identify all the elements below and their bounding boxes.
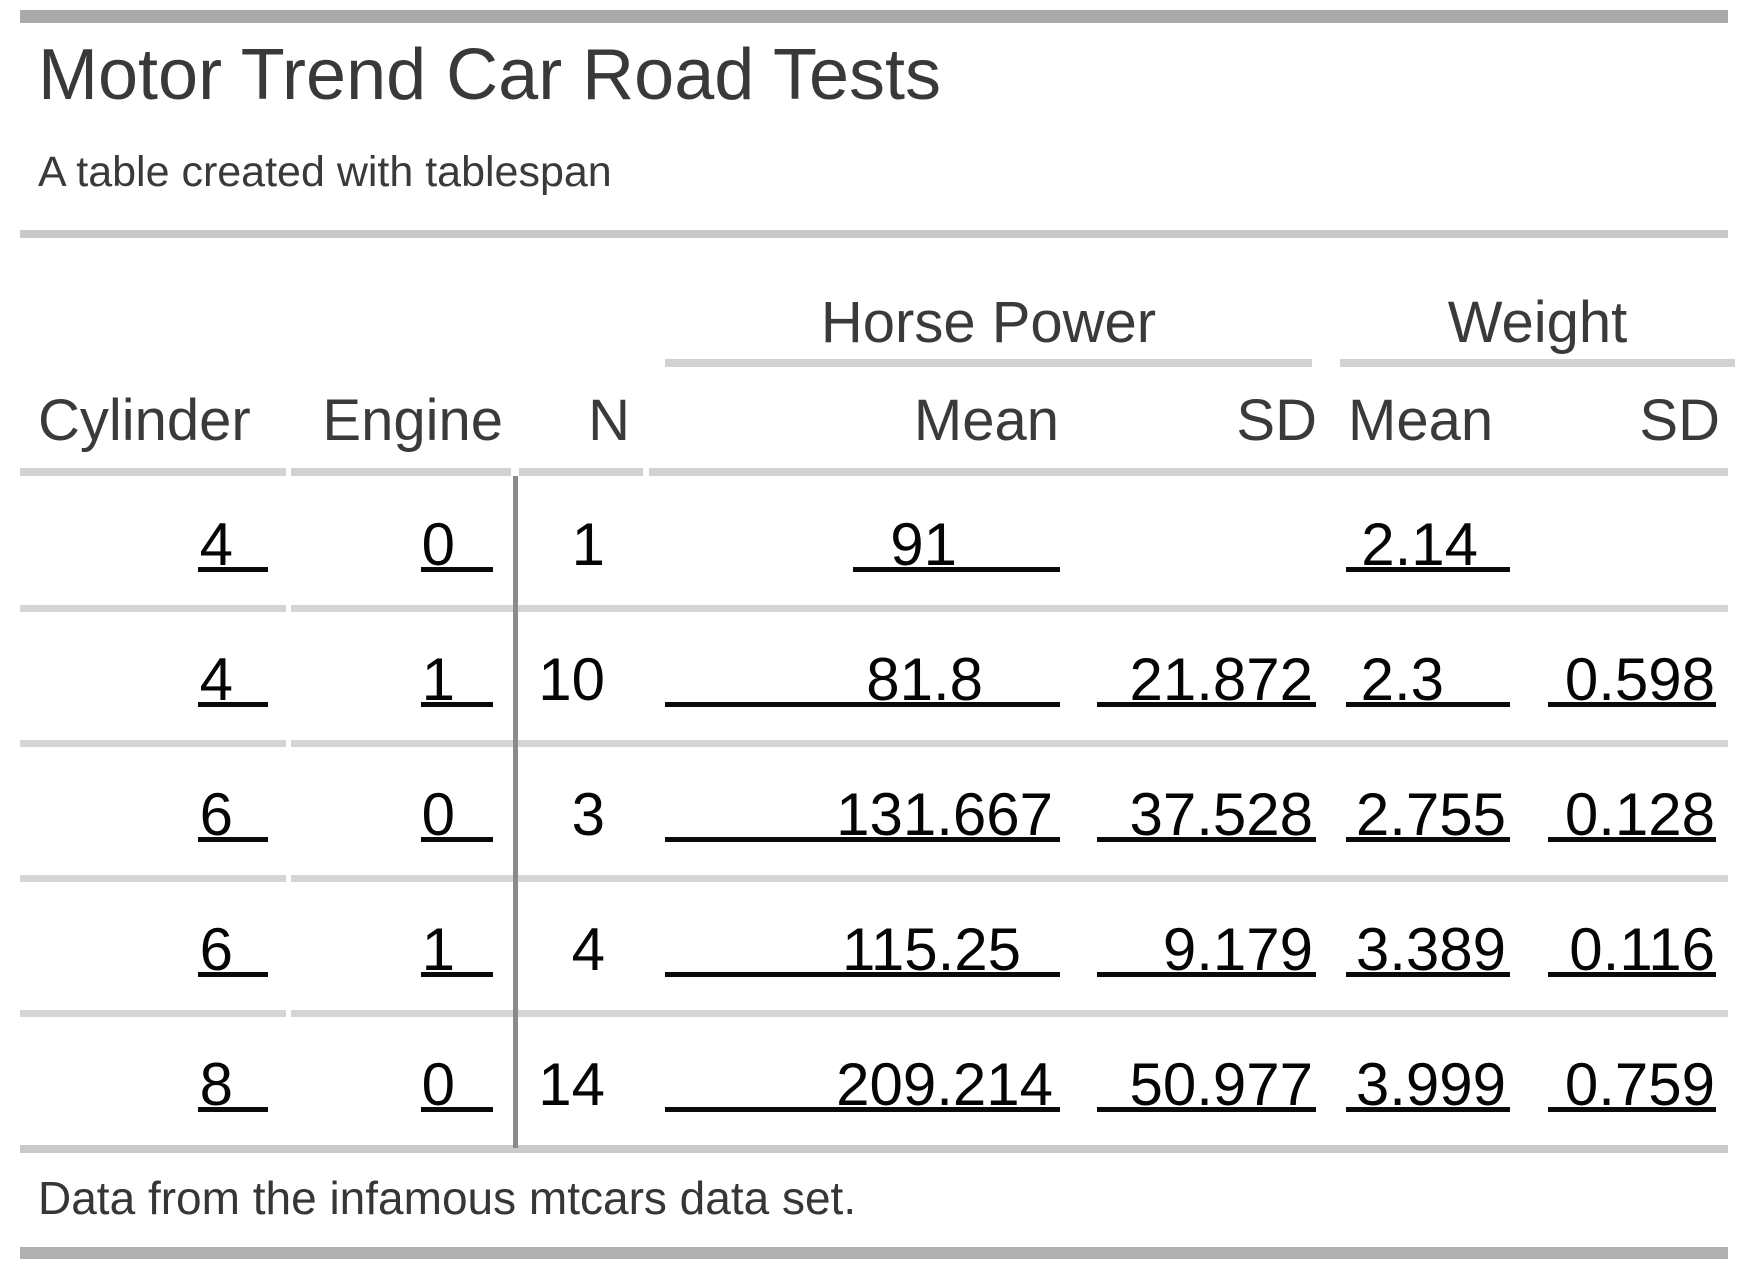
cell-underline <box>1346 1107 1510 1112</box>
cell-engine: 0 <box>421 511 455 578</box>
table-footnote: Data from the infamous mtcars data set. <box>38 1172 857 1224</box>
header-rule <box>519 468 643 476</box>
cell-underline <box>198 1107 268 1112</box>
cell-underline <box>421 702 493 707</box>
cell-engine: 1 <box>421 646 455 713</box>
page-subtitle: A table created with tablespan <box>38 148 612 196</box>
cell-underline <box>1097 972 1316 977</box>
cell-underline <box>665 837 1060 842</box>
cell-underline <box>1548 972 1716 977</box>
col-header-n: N <box>588 388 630 453</box>
cell-wt-mean: 2.3 <box>1360 646 1444 713</box>
cell-hp-mean: 81.8 <box>866 646 983 713</box>
cell-underline <box>1097 837 1316 842</box>
cell-hp-mean: 131.667 <box>836 781 1053 848</box>
cell-underline <box>1548 702 1716 707</box>
cell-underline <box>1548 837 1716 842</box>
header-rule <box>291 468 511 476</box>
col-header-wt-mean: Mean <box>1348 388 1494 453</box>
col-header-engine: Engine <box>322 388 503 453</box>
cell-underline <box>198 972 268 977</box>
cell-cylinder: 4 <box>199 511 233 578</box>
cell-hp-mean: 209.214 <box>836 1051 1053 1118</box>
cell-underline <box>198 702 268 707</box>
cell-n: 4 <box>571 916 605 983</box>
row-divider <box>20 605 286 612</box>
cell-cylinder: 8 <box>199 1051 233 1118</box>
row-divider <box>291 1010 1728 1017</box>
cell-underline <box>1346 837 1510 842</box>
header-rule <box>20 468 286 476</box>
cell-hp-sd: 9.179 <box>1162 916 1313 983</box>
cell-engine: 1 <box>421 916 455 983</box>
cell-hp-sd: 50.977 <box>1129 1051 1313 1118</box>
cell-n: 1 <box>571 511 605 578</box>
bottom-border-bar <box>20 1247 1728 1259</box>
cell-engine: 0 <box>421 781 455 848</box>
cell-wt-sd: 0.598 <box>1564 646 1715 713</box>
cell-underline <box>421 837 493 842</box>
col-header-cylinder: Cylinder <box>38 388 251 453</box>
cell-wt-mean: 2.755 <box>1355 781 1506 848</box>
cell-hp-sd: 37.528 <box>1129 781 1313 848</box>
cell-underline <box>1097 1107 1316 1112</box>
cell-underline <box>421 567 493 572</box>
cell-underline <box>198 837 268 842</box>
cell-wt-mean: 3.389 <box>1355 916 1506 983</box>
title-divider <box>20 230 1728 238</box>
cell-wt-mean: 3.999 <box>1355 1051 1506 1118</box>
cell-wt-sd: 0.759 <box>1564 1051 1715 1118</box>
cell-underline <box>1346 972 1510 977</box>
spanner-horse-power: Horse Power <box>820 290 1157 355</box>
cell-hp-mean: 91 <box>890 511 957 578</box>
row-divider <box>20 740 286 747</box>
body-bottom-rule <box>20 1145 1728 1153</box>
cell-underline <box>198 567 268 572</box>
cell-underline <box>853 567 1060 572</box>
cell-underline <box>421 1107 493 1112</box>
spanner-underline-horse-power <box>665 359 1312 367</box>
cell-wt-sd: 0.116 <box>1569 916 1715 983</box>
row-divider <box>291 740 1728 747</box>
cell-underline <box>1548 1107 1716 1112</box>
cell-underline <box>665 702 1060 707</box>
col-header-hp-sd: SD <box>1236 388 1317 453</box>
cell-underline <box>665 1107 1060 1112</box>
spanner-weight: Weight <box>1447 290 1628 355</box>
cell-cylinder: 6 <box>199 916 233 983</box>
cell-underline <box>1097 702 1316 707</box>
column-separator-line <box>513 476 518 1148</box>
cell-n: 10 <box>538 646 605 713</box>
cell-hp-mean: 115.25 <box>841 916 1021 983</box>
row-divider <box>291 875 1728 882</box>
header-rule <box>649 468 1728 476</box>
cell-underline <box>421 972 493 977</box>
row-divider <box>20 875 286 882</box>
cell-wt-mean: 2.14 <box>1361 511 1478 578</box>
cell-hp-sd: 21.872 <box>1129 646 1313 713</box>
spanner-underline-weight <box>1340 359 1735 367</box>
cell-n: 3 <box>571 781 605 848</box>
cell-underline <box>665 972 1060 977</box>
col-header-wt-sd: SD <box>1639 388 1720 453</box>
col-header-hp-mean: Mean <box>913 388 1059 453</box>
row-divider <box>291 605 1728 612</box>
cell-cylinder: 6 <box>199 781 233 848</box>
cell-engine: 0 <box>421 1051 455 1118</box>
cell-underline <box>1346 567 1510 572</box>
cell-cylinder: 4 <box>199 646 233 713</box>
page-title: Motor Trend Car Road Tests <box>38 35 942 115</box>
row-divider <box>20 1010 286 1017</box>
cell-n: 14 <box>538 1051 605 1118</box>
cell-wt-sd: 0.128 <box>1564 781 1715 848</box>
top-border-bar <box>20 10 1728 23</box>
cell-underline <box>1346 702 1510 707</box>
